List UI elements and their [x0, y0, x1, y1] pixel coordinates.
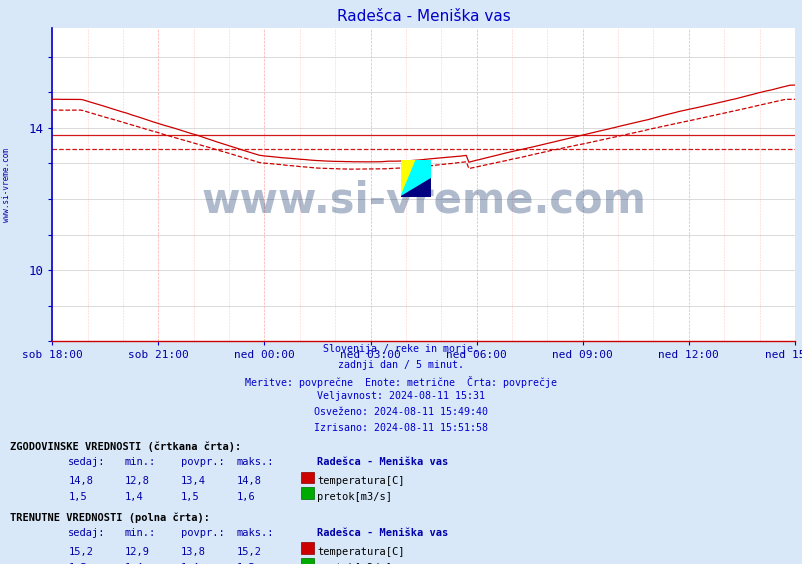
Text: 14,8: 14,8 — [68, 476, 93, 486]
Text: Radešca - Meniška vas: Radešca - Meniška vas — [317, 528, 448, 538]
Text: 1,6: 1,6 — [237, 492, 255, 502]
Text: 1,4: 1,4 — [124, 562, 143, 564]
Text: 1,5: 1,5 — [68, 492, 87, 502]
Text: maks.:: maks.: — [237, 457, 274, 468]
Text: 1,5: 1,5 — [237, 562, 255, 564]
Text: www.si-vreme.com: www.si-vreme.com — [200, 179, 646, 221]
Text: pretok[m3/s]: pretok[m3/s] — [317, 492, 391, 502]
Text: www.si-vreme.com: www.si-vreme.com — [2, 148, 11, 222]
Text: 14,8: 14,8 — [237, 476, 261, 486]
Text: 1,5: 1,5 — [180, 492, 199, 502]
Text: Izrisano: 2024-08-11 15:51:58: Izrisano: 2024-08-11 15:51:58 — [314, 423, 488, 433]
Text: temperatura[C]: temperatura[C] — [317, 476, 404, 486]
Polygon shape — [400, 160, 431, 197]
Polygon shape — [400, 160, 415, 197]
Text: Osveženo: 2024-08-11 15:49:40: Osveženo: 2024-08-11 15:49:40 — [314, 407, 488, 417]
Polygon shape — [400, 178, 431, 197]
Text: sedaj:: sedaj: — [68, 528, 106, 538]
Text: 13,8: 13,8 — [180, 547, 205, 557]
Text: maks.:: maks.: — [237, 528, 274, 538]
Text: 15,2: 15,2 — [68, 547, 93, 557]
Text: 1,4: 1,4 — [180, 562, 199, 564]
Text: povpr.:: povpr.: — [180, 528, 224, 538]
Text: ZGODOVINSKE VREDNOSTI (črtkana črta):: ZGODOVINSKE VREDNOSTI (črtkana črta): — [10, 442, 241, 452]
Text: temperatura[C]: temperatura[C] — [317, 547, 404, 557]
Text: sedaj:: sedaj: — [68, 457, 106, 468]
Text: povpr.:: povpr.: — [180, 457, 224, 468]
Text: 1,4: 1,4 — [124, 492, 143, 502]
Text: 15,2: 15,2 — [237, 547, 261, 557]
Text: min.:: min.: — [124, 528, 156, 538]
Text: 12,9: 12,9 — [124, 547, 149, 557]
Text: pretok[m3/s]: pretok[m3/s] — [317, 562, 391, 564]
Text: Slovenija / reke in morje.: Slovenija / reke in morje. — [323, 344, 479, 354]
Text: zadnji dan / 5 minut.: zadnji dan / 5 minut. — [338, 360, 464, 370]
Text: 12,8: 12,8 — [124, 476, 149, 486]
Text: Veljavnost: 2024-08-11 15:31: Veljavnost: 2024-08-11 15:31 — [317, 391, 485, 402]
Text: min.:: min.: — [124, 457, 156, 468]
Title: Radešca - Meniška vas: Radešca - Meniška vas — [336, 9, 510, 24]
Text: TRENUTNE VREDNOSTI (polna črta):: TRENUTNE VREDNOSTI (polna črta): — [10, 512, 209, 523]
Text: 13,4: 13,4 — [180, 476, 205, 486]
Text: Radešca - Meniška vas: Radešca - Meniška vas — [317, 457, 448, 468]
Text: 1,5: 1,5 — [68, 562, 87, 564]
Text: Meritve: povprečne  Enote: metrične  Črta: povprečje: Meritve: povprečne Enote: metrične Črta:… — [245, 376, 557, 387]
